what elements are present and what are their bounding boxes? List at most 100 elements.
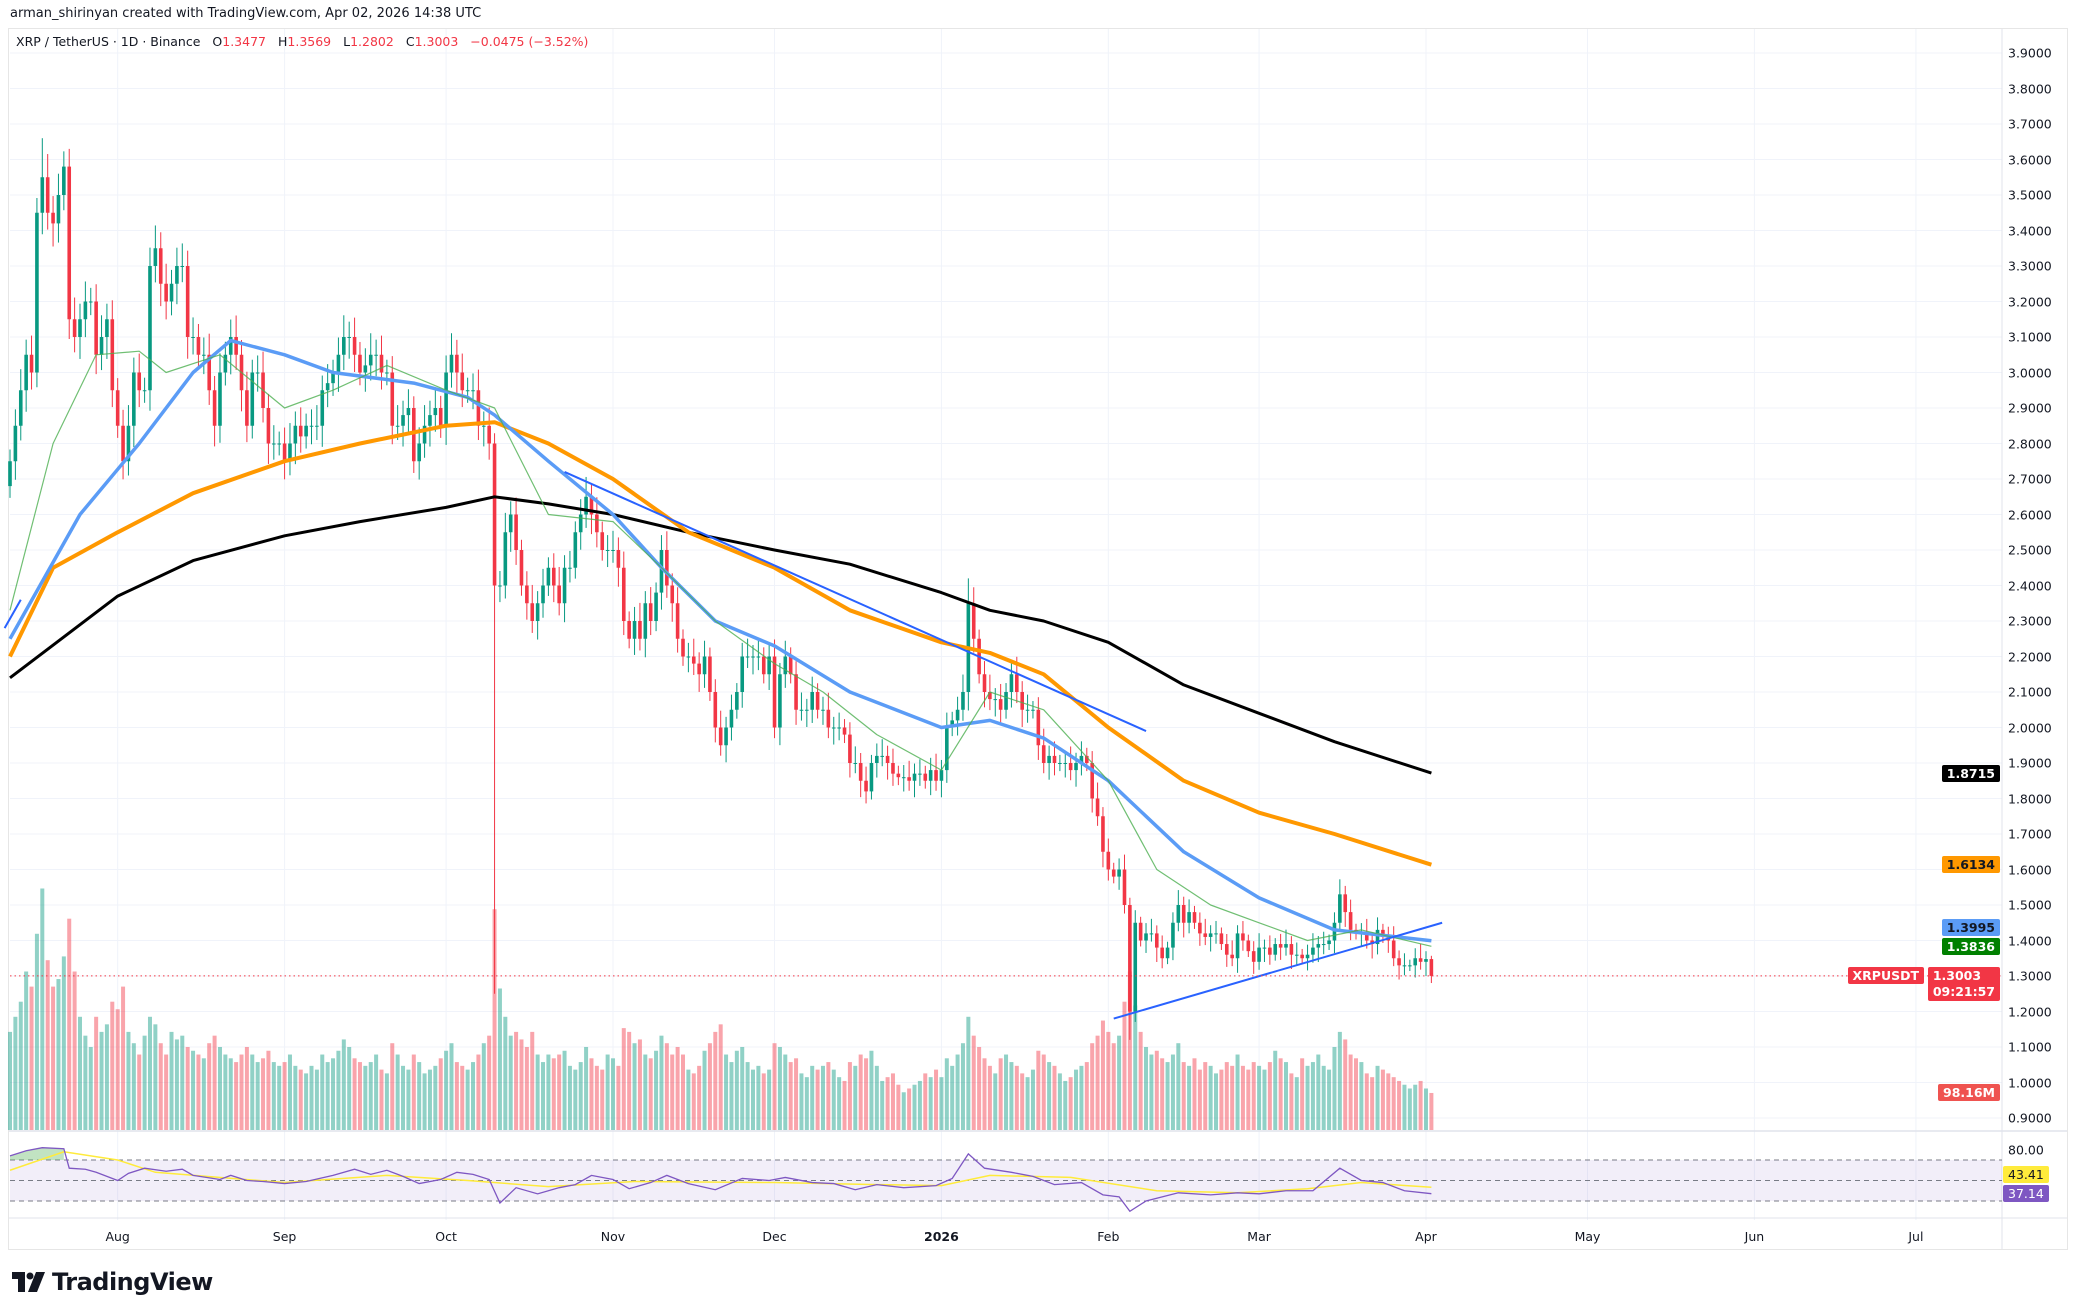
volume-bar — [1278, 1058, 1283, 1130]
volume-bar — [1133, 1005, 1138, 1130]
candle-body — [557, 585, 561, 604]
candle-body — [724, 727, 728, 746]
tradingview-logo-icon — [12, 1272, 45, 1292]
volume-bar — [110, 1001, 115, 1130]
candle-body — [1316, 944, 1321, 948]
volume-bar — [1020, 1073, 1025, 1130]
candle-body — [1348, 912, 1353, 930]
candle — [837, 712, 841, 741]
candle — [1424, 951, 1428, 977]
rsi-value-tag: 37.14 — [2003, 1185, 2049, 1203]
candle-body — [390, 372, 395, 426]
x-tick-label: Oct — [435, 1229, 457, 1244]
volume-bar — [1246, 1069, 1251, 1130]
candle — [277, 431, 281, 456]
candle-body — [1327, 940, 1331, 945]
candle — [842, 719, 847, 744]
volume-bar — [1337, 1031, 1342, 1130]
candle-body — [945, 727, 949, 771]
volume-bar — [196, 1054, 201, 1130]
x-tick-label: Apr — [1415, 1229, 1437, 1244]
y-tick-label: 1.9000 — [2008, 755, 2052, 771]
candle-body — [1273, 944, 1278, 955]
candle — [708, 647, 712, 701]
volume-bar — [1348, 1054, 1353, 1130]
volume-bar — [153, 1024, 158, 1130]
candle-body — [250, 372, 255, 426]
candle-body — [1165, 947, 1170, 959]
volume-bar — [1004, 1054, 1009, 1130]
candle-body — [718, 727, 723, 746]
y-tick-label: 3.4000 — [2008, 223, 2052, 238]
candle-body — [982, 674, 987, 692]
candle-body — [277, 443, 281, 445]
volume-bar — [234, 1062, 239, 1130]
volume-bar — [584, 1046, 589, 1130]
volume-bar — [632, 1043, 637, 1130]
open-label: O — [212, 34, 223, 49]
candle — [29, 335, 34, 390]
volume-bar — [487, 1035, 492, 1130]
volume-bar — [1052, 1065, 1057, 1130]
candle-body — [245, 390, 249, 426]
open-value: 1.3477 — [222, 34, 266, 49]
candle-body — [988, 692, 992, 700]
symbol-label[interactable]: XRP / TetherUS · 1D · Binance — [16, 34, 201, 49]
candle-body — [1219, 933, 1224, 945]
volume-bar — [1300, 1058, 1305, 1130]
candle-body — [417, 443, 421, 462]
candle — [487, 407, 491, 460]
volume-bar — [702, 1050, 707, 1130]
candle-body — [298, 425, 303, 437]
candle — [880, 739, 885, 767]
candle-body — [1058, 763, 1062, 764]
candle-body — [1343, 894, 1348, 913]
candle — [826, 692, 831, 739]
candle — [99, 315, 104, 371]
candle-body — [740, 656, 745, 692]
volume-bar — [1262, 1069, 1267, 1130]
candle — [250, 359, 255, 439]
candle — [449, 333, 454, 388]
candle-body — [1133, 922, 1138, 1012]
candle-body — [1235, 933, 1240, 959]
volume-bar — [88, 1046, 93, 1130]
volume-bar — [239, 1054, 244, 1130]
volume-bar — [675, 1046, 680, 1130]
candle-body — [1289, 944, 1294, 955]
candle-body — [643, 603, 648, 639]
candle — [202, 337, 206, 375]
volume-bar — [767, 1069, 772, 1130]
candle-body — [234, 337, 238, 355]
candle — [406, 389, 411, 432]
candle-body — [708, 656, 712, 692]
ma200-value-tag: 1.8715 — [1941, 764, 2000, 782]
candle-body — [1171, 922, 1175, 948]
candle — [810, 676, 815, 723]
candle — [918, 759, 922, 786]
volume-bar — [1095, 1035, 1100, 1130]
tradingview-logo[interactable]: TradingView — [12, 1268, 213, 1296]
volume-bar — [745, 1062, 750, 1130]
candle-body — [406, 408, 411, 416]
volume-value-tag: 98.16M — [1938, 1084, 2000, 1102]
candle-body — [1294, 954, 1299, 956]
high-label: H — [277, 34, 288, 49]
candle-body — [62, 166, 66, 195]
candle-body — [40, 177, 45, 213]
candle-body — [121, 425, 125, 462]
candle-body — [530, 603, 535, 621]
candle — [1079, 741, 1084, 776]
candle-body — [137, 372, 142, 391]
volume-bar — [1009, 1062, 1014, 1130]
candle-body — [993, 699, 998, 701]
volume-bar — [691, 1073, 696, 1130]
candle-body — [1154, 933, 1159, 948]
candle — [309, 409, 314, 445]
candle-body — [153, 248, 158, 266]
volume-bar — [1214, 1073, 1219, 1130]
volume-bar — [820, 1065, 825, 1130]
candle-body — [35, 212, 39, 373]
candle — [18, 369, 23, 441]
